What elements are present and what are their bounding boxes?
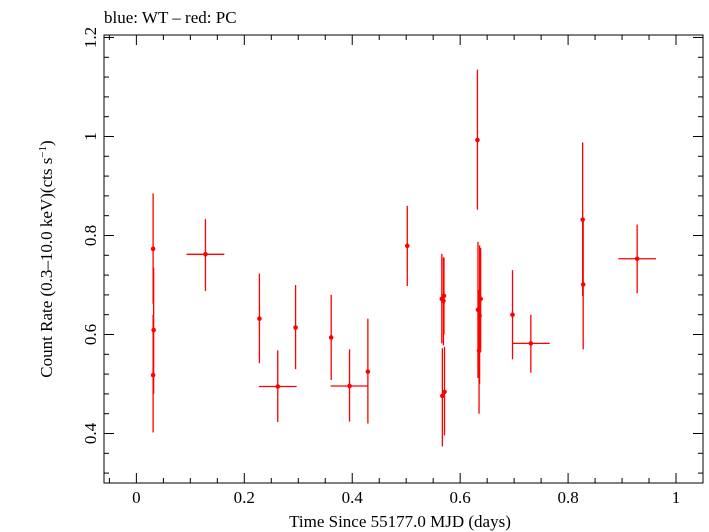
point-marker bbox=[404, 243, 410, 249]
point-marker bbox=[440, 393, 445, 399]
point-marker bbox=[634, 256, 640, 262]
x-tick-label: 1 bbox=[672, 488, 681, 507]
x-tick-label: 0.4 bbox=[342, 488, 364, 507]
point-marker bbox=[442, 389, 447, 395]
data-series bbox=[150, 69, 657, 447]
data-point bbox=[330, 349, 369, 422]
point-marker bbox=[475, 137, 480, 143]
point-marker bbox=[441, 293, 447, 299]
point-marker bbox=[510, 312, 515, 317]
data-point bbox=[618, 224, 657, 294]
point-marker bbox=[150, 246, 156, 252]
data-point bbox=[258, 350, 297, 423]
point-marker bbox=[293, 325, 298, 330]
x-tick-label: 0.8 bbox=[557, 488, 578, 507]
chart-title: blue: WT – red: PC bbox=[104, 8, 237, 27]
y-axis-label: Count Rate (0.3–10.0 keV)(cts s−1) bbox=[37, 140, 56, 377]
data-point bbox=[257, 273, 262, 364]
data-point bbox=[478, 247, 483, 350]
data-point bbox=[186, 219, 225, 291]
x-tick-label: 0.6 bbox=[450, 488, 471, 507]
point-marker bbox=[528, 341, 534, 346]
y-tick-label: 0.8 bbox=[81, 225, 100, 246]
point-marker bbox=[328, 335, 334, 340]
point-marker bbox=[580, 282, 586, 287]
data-point bbox=[475, 69, 480, 210]
data-point bbox=[293, 284, 298, 370]
x-tick-label: 0 bbox=[132, 488, 141, 507]
point-marker bbox=[203, 251, 208, 257]
data-point bbox=[150, 314, 156, 433]
data-point bbox=[404, 205, 410, 286]
plot-frame bbox=[103, 34, 704, 484]
point-marker bbox=[347, 383, 352, 389]
y-axis: 0.4 0.6 0.8 1 1.2 bbox=[81, 27, 703, 474]
point-marker bbox=[365, 369, 371, 374]
y-tick-label: 0.4 bbox=[81, 422, 100, 444]
data-point bbox=[441, 257, 447, 335]
data-point bbox=[442, 346, 447, 436]
data-point bbox=[510, 270, 515, 360]
data-point bbox=[365, 318, 371, 424]
x-tick-label: 0.2 bbox=[234, 488, 255, 507]
x-axis: 0 0.2 0.4 0.6 0.8 1 bbox=[108, 35, 704, 507]
data-point bbox=[511, 314, 550, 373]
y-tick-label: 1.2 bbox=[81, 27, 100, 48]
point-marker bbox=[275, 384, 281, 389]
y-tick-label: 1 bbox=[81, 132, 100, 141]
data-point bbox=[580, 220, 586, 350]
point-marker bbox=[150, 372, 156, 378]
point-marker bbox=[257, 316, 262, 321]
data-point bbox=[440, 348, 445, 447]
y-tick-label: 0.6 bbox=[81, 324, 100, 345]
point-marker bbox=[478, 296, 483, 302]
x-axis-label: Time Since 55177.0 MJD (days) bbox=[289, 512, 511, 531]
data-point bbox=[328, 294, 334, 381]
